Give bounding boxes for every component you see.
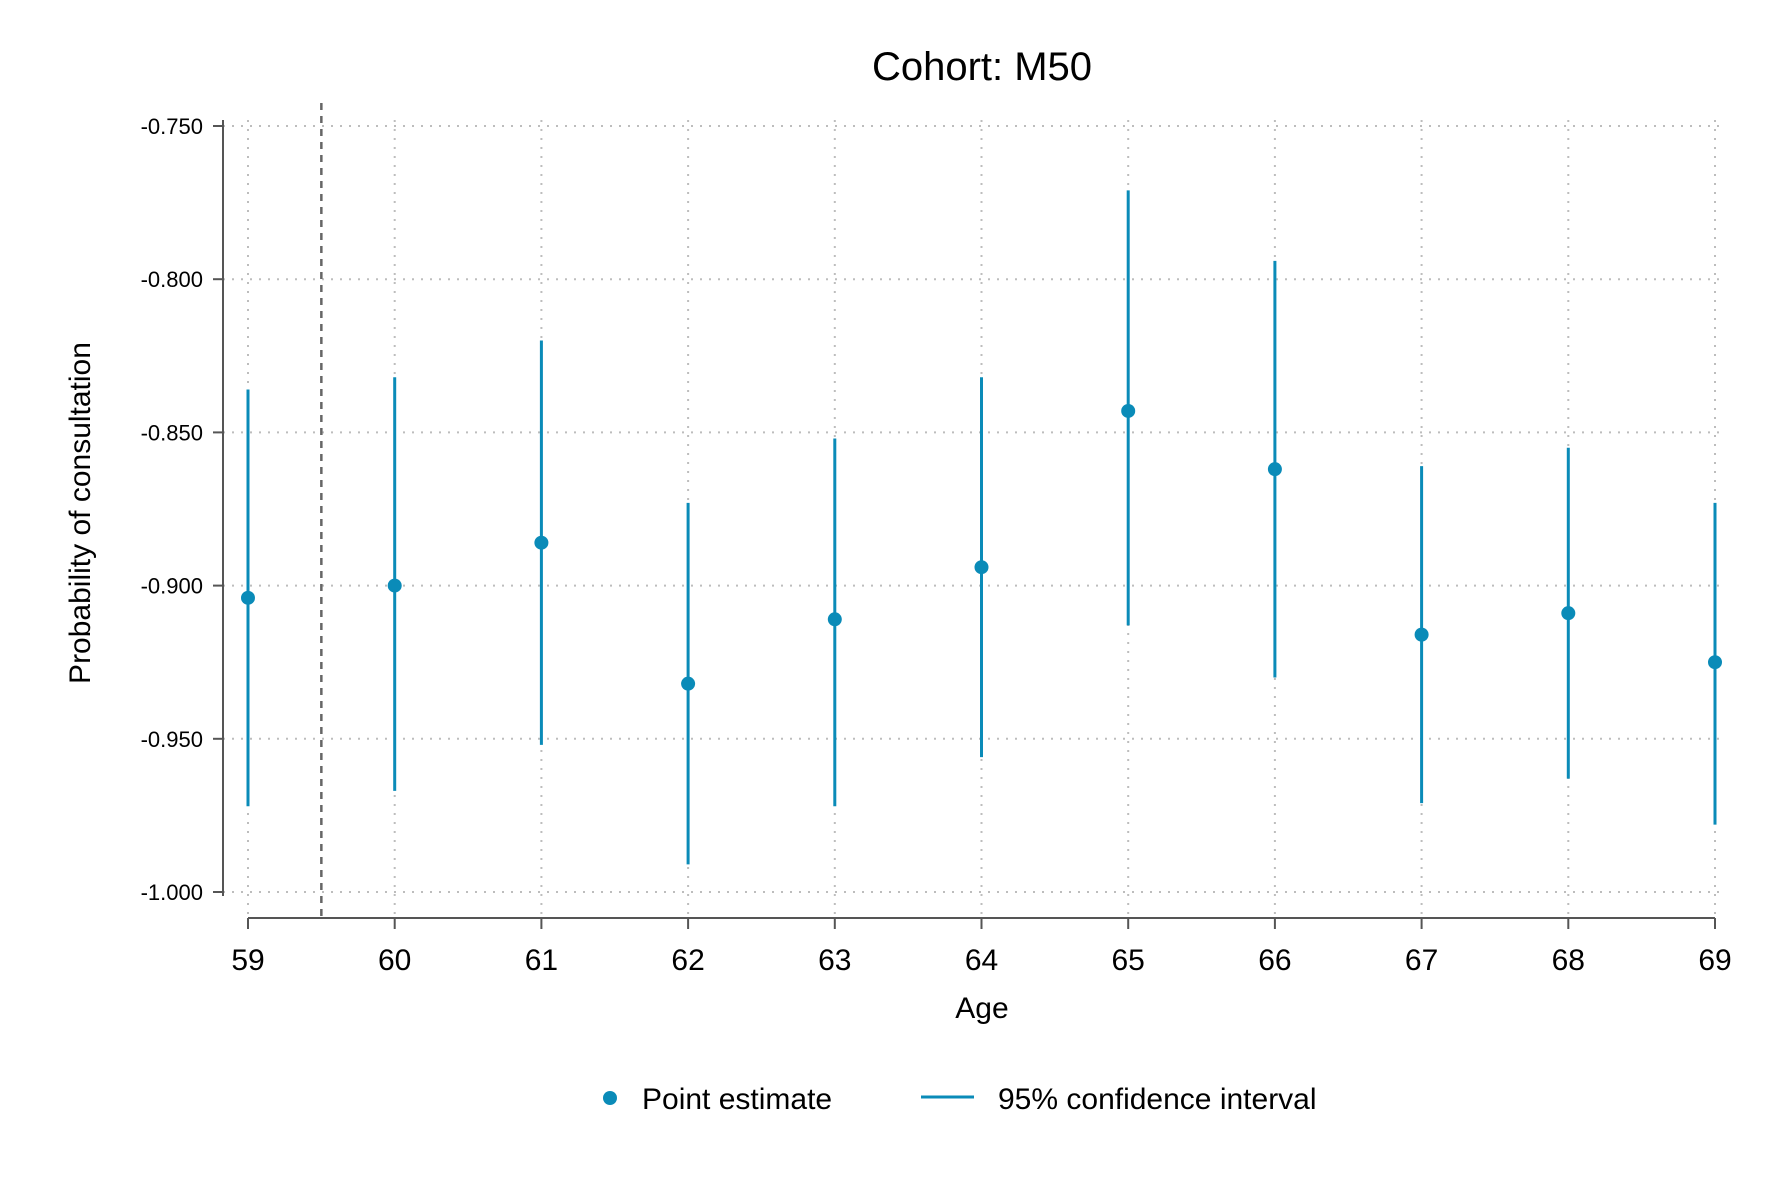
gridlines	[223, 120, 1725, 918]
y-tick-label: -0.950	[141, 727, 203, 752]
y-tick-label: -0.750	[141, 114, 203, 139]
point-estimate-marker	[241, 590, 255, 605]
legend-point-marker	[603, 1091, 617, 1105]
legend-ci-label: 95% confidence interval	[998, 1083, 1317, 1116]
x-tick-label: 68	[1552, 944, 1585, 977]
point-estimate-marker	[974, 560, 989, 575]
x-tick-label: 59	[231, 944, 264, 977]
x-tick-label: 67	[1405, 944, 1438, 977]
x-tick-label: 63	[818, 944, 851, 977]
y-tick-labels: -0.750 -0.800 -0.850 -0.900 -0.950 -1.000	[141, 114, 203, 905]
x-tick-label: 62	[671, 944, 704, 977]
x-tick-label: 60	[378, 944, 411, 977]
point-estimate-marker	[1414, 627, 1429, 642]
legend: Point estimate 95% confidence interval	[603, 1083, 1317, 1116]
point-estimate-marker	[1121, 403, 1136, 418]
point-estimate-marker	[534, 535, 549, 550]
x-tick-label: 61	[525, 944, 558, 977]
y-tick-label: -0.900	[141, 574, 203, 599]
x-tick-label: 69	[1698, 944, 1731, 977]
x-axis-title: Age	[955, 992, 1008, 1025]
y-tick-label: -0.850	[141, 420, 203, 445]
y-tick-label: -0.800	[141, 267, 203, 292]
x-tick-label: 66	[1258, 944, 1291, 977]
x-tick-label: 64	[965, 944, 998, 977]
point-estimates	[241, 403, 1722, 691]
axes	[213, 120, 1716, 929]
point-estimate-marker	[1267, 462, 1282, 477]
y-axis-title: Probability of consultation	[64, 342, 97, 684]
x-tick-labels: 59 60 61 62 63 64 65 66 67 68 69	[231, 944, 1731, 977]
point-estimate-marker	[1561, 606, 1576, 621]
chart-title: Cohort: M50	[872, 45, 1092, 89]
point-estimate-marker	[827, 612, 842, 627]
y-tick-label: -1.000	[141, 880, 203, 905]
point-estimate-marker	[1708, 655, 1722, 670]
point-estimate-marker	[681, 676, 696, 691]
legend-point-label: Point estimate	[642, 1083, 832, 1116]
x-tick-label: 65	[1112, 944, 1145, 977]
point-estimate-marker	[387, 578, 402, 593]
